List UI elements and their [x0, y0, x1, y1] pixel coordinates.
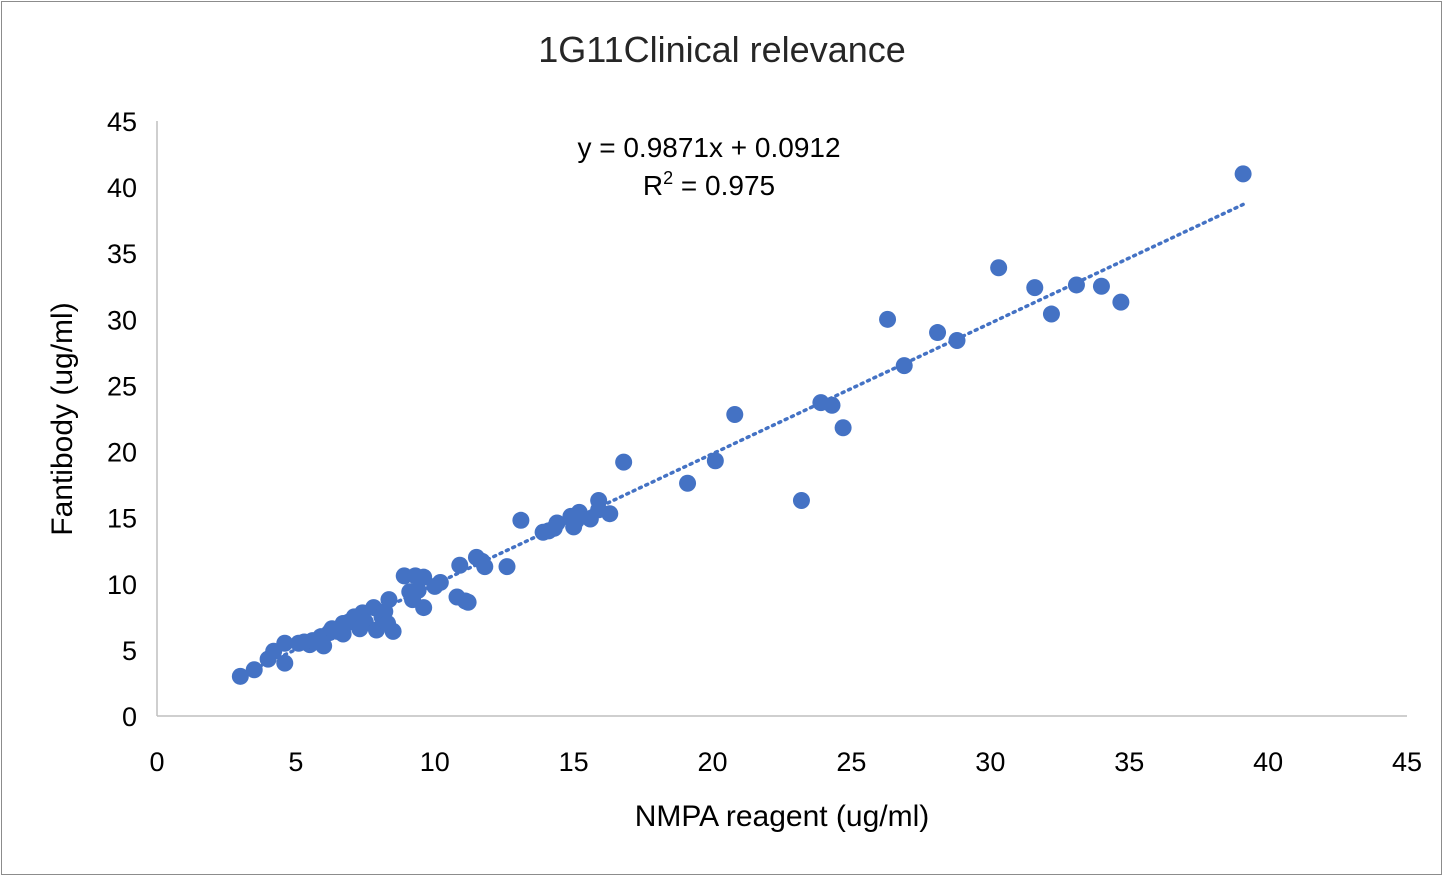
data-point: [792, 491, 810, 509]
r-squared-value: = 0.975: [673, 170, 775, 201]
data-point: [1112, 293, 1130, 311]
x-axis-title: NMPA reagent (ug/ml): [635, 800, 930, 833]
y-axis-title: Fantibody (ug/ml): [46, 302, 79, 535]
chart-title: 1G11Clinical relevance: [538, 29, 906, 70]
y-tick-label: 25: [107, 371, 137, 401]
data-point: [315, 637, 333, 655]
x-tick-label: 5: [288, 747, 303, 777]
y-tick-label: 30: [107, 305, 137, 335]
data-point: [726, 406, 744, 424]
y-tick-label: 20: [107, 438, 137, 468]
x-tick-label: 30: [975, 747, 1005, 777]
y-tick-label: 45: [107, 107, 137, 137]
data-point: [948, 331, 966, 349]
data-point: [601, 505, 619, 523]
x-tick-label: 25: [836, 747, 866, 777]
y-tick-label: 10: [107, 570, 137, 600]
data-point: [512, 511, 530, 529]
data-point: [245, 661, 263, 679]
y-tick-label: 40: [107, 173, 137, 203]
data-point: [231, 667, 249, 685]
data-point: [1067, 276, 1085, 294]
r-squared-label: R2 = 0.975: [643, 168, 775, 201]
data-point: [929, 324, 947, 342]
y-tick-label: 15: [107, 504, 137, 534]
r-squared-superscript: 2: [663, 168, 673, 188]
y-tick-label: 5: [122, 636, 137, 666]
data-point: [879, 310, 897, 328]
data-point: [990, 259, 1008, 277]
data-points: [231, 165, 1252, 685]
x-tick-label: 20: [698, 747, 728, 777]
x-tick-label: 15: [559, 747, 589, 777]
data-point: [276, 634, 294, 652]
data-point: [548, 514, 566, 532]
data-point: [834, 419, 852, 437]
data-point: [1026, 279, 1044, 297]
data-point: [1042, 305, 1060, 323]
y-tick-label: 0: [122, 702, 137, 732]
data-point: [1092, 277, 1110, 295]
x-tick-label: 45: [1392, 747, 1422, 777]
data-point: [679, 474, 697, 492]
data-point: [431, 573, 449, 591]
data-point: [476, 558, 494, 576]
x-tick-label: 35: [1114, 747, 1144, 777]
trendline-equation: y = 0.9871x + 0.0912: [577, 132, 840, 163]
data-point: [823, 396, 841, 414]
data-point: [706, 452, 724, 470]
data-point: [895, 357, 913, 375]
y-tick-label: 35: [107, 239, 137, 269]
r-squared-symbol: R: [643, 170, 663, 201]
data-point: [615, 453, 633, 471]
data-point: [459, 593, 477, 611]
data-point: [384, 622, 402, 640]
x-tick-label: 10: [420, 747, 450, 777]
data-point: [276, 654, 294, 672]
data-point: [498, 558, 516, 576]
x-tick-label: 40: [1253, 747, 1283, 777]
x-tick-label: 0: [149, 747, 164, 777]
axes: 0 5 10 15 20 25 30 35 40 45 0 5 10 15 20 25 30 35 40 45: [107, 107, 1422, 777]
data-point: [415, 599, 433, 617]
data-point: [451, 556, 469, 574]
data-point: [409, 581, 427, 599]
data-point: [380, 591, 398, 609]
data-point: [1234, 165, 1252, 183]
